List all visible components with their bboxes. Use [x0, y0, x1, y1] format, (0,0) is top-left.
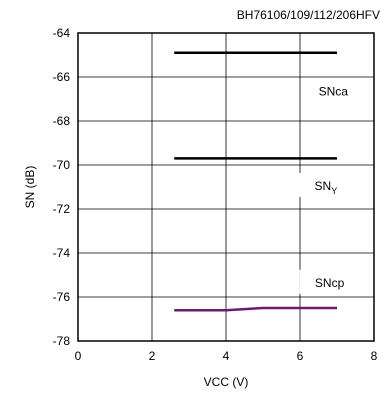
x-axis-label: VCC (V) [204, 375, 249, 389]
grid-lines [78, 33, 374, 341]
annotation-main-1: SN [315, 179, 332, 193]
y-tick-label-5: -74 [53, 246, 71, 260]
x-tick-label-4: 8 [371, 349, 378, 363]
y-tick-label-3: -70 [53, 158, 71, 172]
y-tick-label-7: -78 [53, 334, 71, 348]
x-tick-label-2: 4 [223, 349, 230, 363]
series-annotations: SNca SNY SNcp [295, 78, 364, 294]
y-tick-label-1: -66 [53, 70, 71, 84]
y-axis: -64 -66 -68 -70 -72 -74 -76 -78 [53, 26, 71, 348]
plot-area-frame [77, 32, 375, 342]
annotation-bg-0 [303, 78, 364, 103]
y-tick-label-2: -68 [53, 114, 71, 128]
annotation-bg-2 [299, 269, 360, 294]
annotation-0: SNca [303, 78, 364, 103]
annotation-main-0: SNca [319, 84, 349, 98]
x-tick-label-0: 0 [75, 349, 82, 363]
annotation-subscript-1: Y [331, 186, 337, 196]
x-axis: 0 2 4 6 8 [75, 349, 378, 363]
y-tick-label-6: -76 [53, 290, 71, 304]
annotation-main-2: SNcp [315, 276, 345, 290]
annotation-text-0: SNca [319, 84, 349, 98]
series-line-2 [174, 306, 337, 312]
x-tick-label-1: 2 [149, 349, 156, 363]
annotation-text-1: SNY [315, 179, 338, 196]
annotation-text-2: SNcp [315, 276, 345, 290]
x-tick-label-3: 6 [297, 349, 304, 363]
annotation-2: SNcp [299, 269, 360, 294]
y-tick-label-0: -64 [53, 26, 71, 40]
chart-title: BH76106/109/112/206HFV [237, 8, 380, 22]
y-axis-label: SN (dB) [23, 166, 37, 209]
y-tick-label-4: -72 [53, 202, 71, 216]
series-lines [174, 51, 337, 312]
annotation-1: SNY [295, 173, 356, 197]
annotation-bg-1 [295, 173, 356, 197]
